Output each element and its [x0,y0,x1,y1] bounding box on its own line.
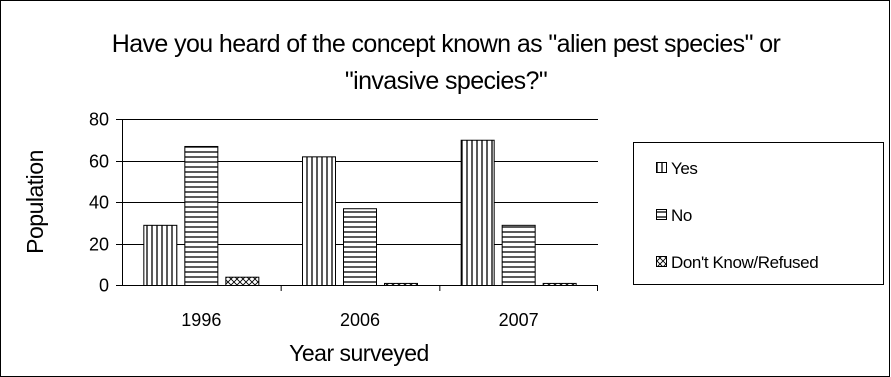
legend-label-don-t-know-refused: Don't Know/Refused [671,253,818,272]
legend-swatch-no [656,209,667,220]
bar-no-1996 [184,145,219,286]
y-axis-label: Population [22,150,48,254]
x-tick-label-2006: 2006 [340,310,380,330]
legend: Yes No Don't Know/Refused [656,159,819,272]
legend-box [633,142,884,285]
bar-don-t-know-refused-1996 [225,276,260,287]
chart-title-line-1: Have you heard of the concept known as "… [112,30,781,58]
bar-don-t-know-refused-2007 [542,282,577,286]
legend-swatch-don-t-know-refused [656,256,667,267]
y-tick-label: 60 [89,152,109,172]
plot-area: 0 20 40 60 80 1996 2006 2007 [89,110,598,330]
x-axis-label: Year surveyed [289,340,429,366]
y-tick-label: 40 [89,193,109,213]
y-tick-label: 0 [99,276,109,296]
bar-yes-2007 [460,139,495,286]
y-tick-label: 80 [89,110,109,130]
bar-don-t-know-refused-2006 [384,282,418,286]
bar-yes-1996 [143,224,178,286]
legend-label-yes: Yes [671,159,698,178]
chart-title-line-2: "invasive species?" [345,67,547,95]
y-tick-label: 20 [89,235,109,255]
legend-label-no: No [671,206,692,225]
legend-swatch-yes [656,162,667,173]
bar-no-2007 [501,224,536,286]
x-tick-label-1996: 1996 [181,310,221,330]
bar-yes-2006 [302,156,336,286]
bar-no-2006 [343,208,377,287]
x-tick-label-2007: 2007 [499,310,539,330]
